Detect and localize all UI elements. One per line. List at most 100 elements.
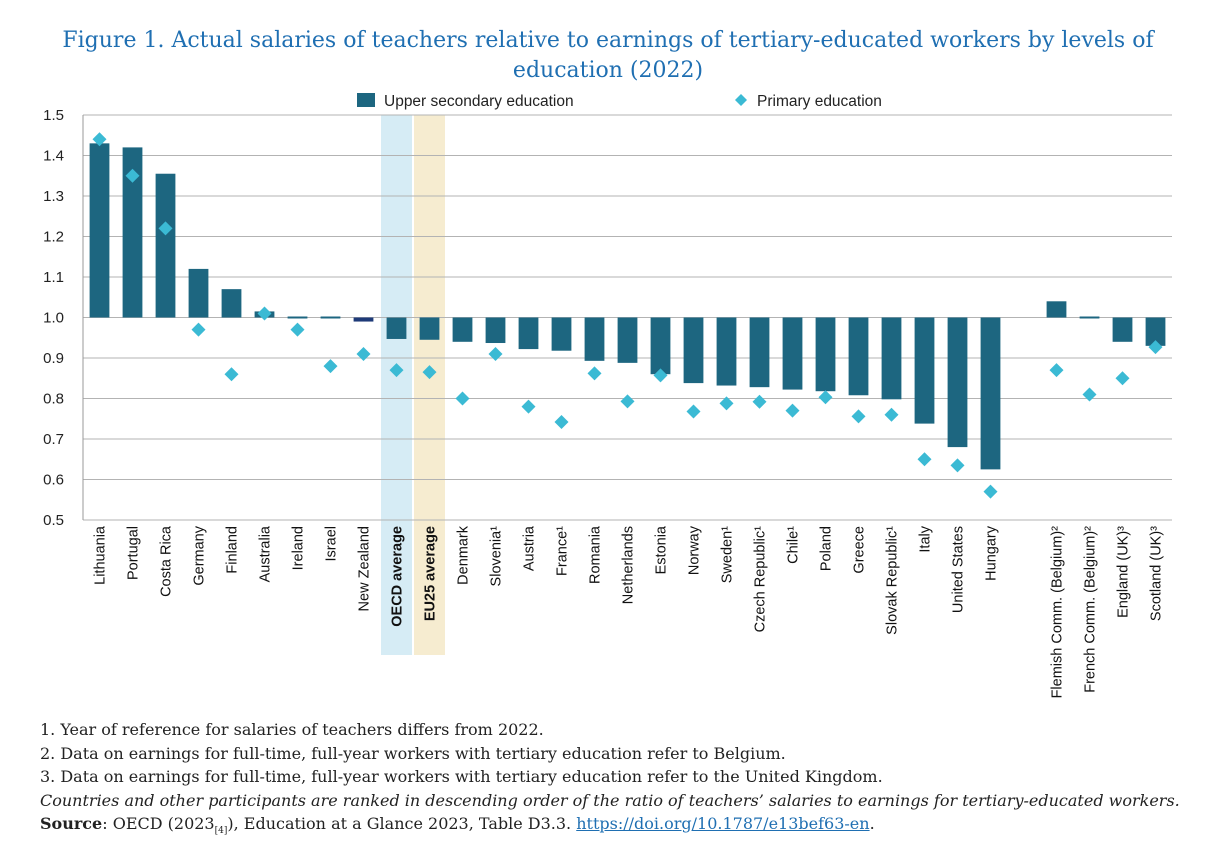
bar [419,317,440,340]
diamond-marker [422,365,437,380]
x-tick-label: Sweden¹ [720,526,736,583]
y-tick-label: 1.5 [43,107,64,124]
bar [122,147,143,318]
x-tick-label: Australia [258,525,274,582]
x-tick-label: Scotland (UK)³ [1149,526,1165,621]
source-text-b: ), Education at a Glance 2023, Table D3.… [227,814,577,833]
y-tick-label: 0.6 [43,472,64,489]
diamond-marker [851,409,866,424]
diamond-marker [653,368,668,383]
bar [386,317,407,339]
diamond-marker [290,322,305,337]
y-tick-label: 0.7 [43,431,64,448]
diamond-marker [92,132,107,147]
x-tick-label: Slovak Republic¹ [885,526,901,635]
x-tick-label: Slovenia¹ [489,526,505,587]
x-tick-label: France¹ [555,526,571,576]
source-label: Source [40,814,103,833]
y-tick-label: 0.5 [43,512,64,529]
eu25-average-band [414,115,445,655]
x-tick-label: Poland [819,526,835,571]
diamond-marker [455,391,470,406]
bar [287,316,308,319]
x-tick-label: Greece [852,526,868,574]
x-tick-label: Chile¹ [786,526,802,564]
x-tick-label: England (UK)³ [1116,526,1132,618]
chart: 0.5 0.6 0.7 0.8 0.9 1.0 1.1 1.2 1.3 1.4 1.5 Lithuan… [43,93,1172,698]
diamond-marker [257,306,272,321]
bar [683,317,704,384]
x-tick-label: Austria [522,525,538,571]
source-end: . [869,814,875,833]
bar [551,317,572,351]
x-tick-label: Estonia [654,525,670,574]
bar [89,143,110,318]
diamond-marker [950,458,965,473]
x-tick-label: French Comm. (Belgium)² [1083,526,1099,693]
note-1: 1. Year of reference for salaries of tea… [40,720,544,739]
y-tick-label: 0.9 [43,350,64,367]
x-tick-label: Ireland [291,526,307,570]
diamond-marker [719,396,734,411]
x-tick-label: EU25 average [423,526,439,621]
bar [782,317,803,390]
x-tick-label: Portugal [126,526,142,580]
bar [452,317,473,342]
legend-upper-secondary-label: Upper secondary education [384,93,574,110]
diamond-marker [686,404,701,419]
source-text-a: : OECD (2023 [102,814,215,833]
y-tick-label: 1.2 [43,229,64,246]
bar [353,317,374,322]
chart-notes: 1. Year of reference for salaries of tea… [40,718,1190,844]
diamond-marker [1082,387,1097,402]
diamond-marker [224,367,239,382]
x-tick-label: Italy [918,525,934,552]
diamond-marker [818,390,833,405]
bar [617,317,638,363]
x-tick-label: Norway [687,525,703,575]
bar [1079,316,1100,319]
diamond-marker [191,322,206,337]
diamond-marker [389,363,404,378]
x-tick-label: United States [951,526,967,613]
diamond-marker [1115,371,1130,386]
bar [155,173,176,318]
y-tick-label: 1.4 [43,148,64,165]
y-tick-label: 1.1 [43,269,64,286]
bar [716,317,737,386]
diamond-marker [587,366,602,381]
x-tick-label: Denmark [456,525,472,585]
bar [815,317,836,392]
diamond-marker [752,394,767,409]
bar [221,289,242,318]
bar [848,317,869,396]
diamond-marker [983,484,998,499]
diamond-marker [785,403,800,418]
diamond-marker [620,394,635,409]
diamond-marker [1049,363,1064,378]
oecd-average-band [381,115,412,655]
bar [188,268,209,318]
bar [485,317,506,344]
bar [914,317,935,424]
chart-title: Figure 1. Actual salaries of teachers re… [62,28,1154,83]
diamond-marker [554,414,569,429]
x-tick-label: Romania [588,525,604,584]
legend-diamond-swatch [735,94,747,106]
x-tick-label: Czech Republic¹ [753,526,769,633]
x-tick-label: Costa Rica [159,525,175,597]
x-tick-label: Netherlands [621,526,637,604]
bar [584,317,605,361]
x-tick-label: Hungary [984,525,1000,581]
diamond-marker [1148,340,1163,355]
legend-primary-label: Primary education [757,93,882,110]
bar [947,317,968,448]
x-tick-label: Lithuania [93,525,109,585]
diamond-marker [521,399,536,414]
note-2: 2. Data on earnings for full-time, full-… [40,743,786,763]
bar [980,317,1001,470]
bar [1046,301,1067,318]
legend-bar-swatch [357,93,375,107]
source-link[interactable]: https://doi.org/10.1787/e13bef63-en [576,814,870,833]
x-tick-label: Germany [192,525,208,585]
